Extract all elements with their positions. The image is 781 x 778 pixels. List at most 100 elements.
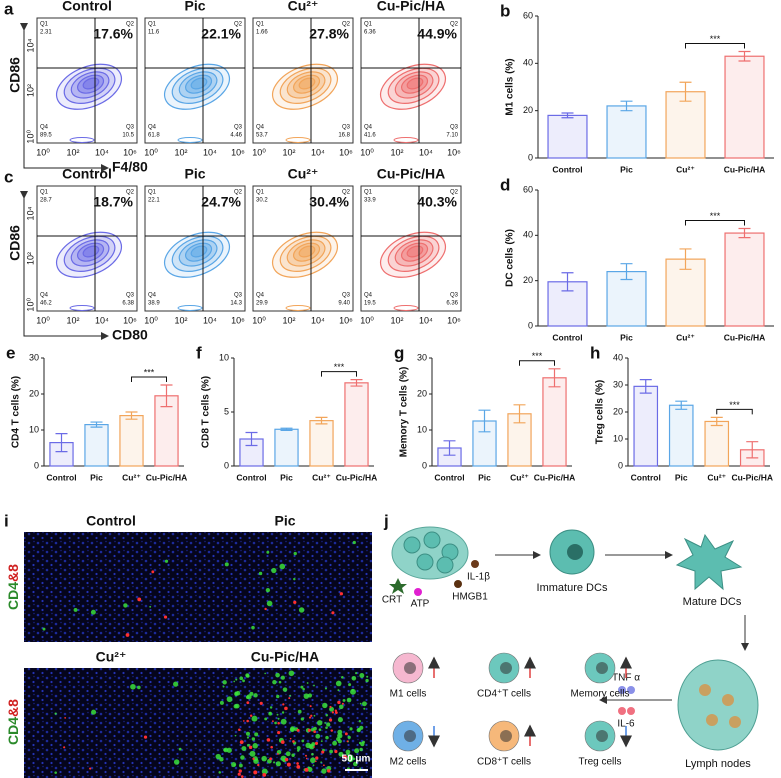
red-signal [293, 600, 297, 605]
red-signal [246, 701, 250, 705]
significance-bracket [131, 376, 167, 382]
cell-label: CD4⁺T cells [477, 689, 531, 700]
x-tick-label: Cu-Pic/HA [336, 472, 378, 482]
quadrant-name: Q1 [364, 190, 373, 196]
error-bar [160, 384, 173, 408]
quadrant-name: Q1 [256, 190, 265, 196]
quadrant-value: 6.36 [446, 301, 458, 307]
y-tick-label: 20 [613, 406, 623, 416]
green-signal [275, 761, 281, 767]
green-signal [240, 755, 245, 760]
quadrant-name: Q4 [364, 125, 373, 131]
green-signal [234, 734, 237, 737]
x-tick-label: 10⁴ [95, 147, 109, 157]
green-signal [354, 748, 360, 754]
green-signal [254, 732, 259, 737]
y-tick-label: 10 [29, 424, 39, 434]
bar [542, 377, 567, 467]
x-tick-label: Pic [90, 472, 103, 482]
green-signal [253, 693, 258, 698]
label: IL-1β [467, 572, 490, 583]
red-signal [246, 719, 249, 723]
x-tick-label: Cu-Pic/HA [146, 472, 188, 482]
y-tick-label: 0 [422, 460, 427, 470]
quadrant-value: 6.38 [122, 301, 134, 307]
red-signal [314, 741, 319, 745]
red-signal [137, 597, 142, 602]
plot-title: Cu²⁺ [288, 166, 319, 182]
significance-bracket [685, 220, 745, 226]
green-signal [219, 700, 224, 705]
red-signal [163, 615, 168, 619]
red-signal [305, 757, 308, 760]
panel-label: i [4, 511, 9, 530]
image-title: Pic [274, 513, 295, 529]
error-bar [443, 440, 456, 456]
y-tick-label: 0 [528, 320, 533, 330]
red-signal [64, 716, 67, 719]
green-signal [246, 743, 250, 747]
quadrant-value: 10.5 [122, 133, 134, 139]
x-tick-label: Pic [478, 472, 491, 482]
red-signal [334, 749, 338, 754]
error-bar [561, 272, 574, 292]
green-signal [137, 685, 141, 690]
red-signal [238, 728, 241, 732]
green-signal [282, 687, 288, 692]
red-signal [304, 767, 309, 772]
red-signal [292, 740, 295, 743]
green-signal [251, 625, 255, 630]
y-tick-label: 20 [29, 388, 39, 398]
green-signal [356, 727, 361, 733]
green-signal [296, 746, 301, 751]
quadrant-percent: 18.7% [93, 194, 133, 210]
green-signal [320, 740, 323, 743]
contour [76, 242, 105, 262]
green-signal [320, 761, 323, 764]
x-tick-label: 10⁰ [252, 147, 266, 157]
red-signal [257, 763, 260, 767]
green-signal [359, 767, 362, 770]
quadrant-percent: 22.1% [201, 26, 241, 42]
green-signal [318, 728, 322, 731]
y-tick-label: 30 [417, 352, 427, 362]
x-tick-label: 10⁰ [144, 147, 158, 157]
contour [184, 74, 213, 94]
axis-label: F4/80 [112, 159, 148, 175]
bar [724, 232, 765, 327]
panel-label: d [500, 175, 510, 194]
significance-label: *** [532, 351, 543, 361]
axis-label: CD86 [7, 225, 23, 261]
error-bar [315, 416, 328, 425]
contour [400, 242, 429, 262]
green-signal [306, 682, 309, 684]
green-signal [289, 727, 295, 733]
y-tick-label: 10² [25, 252, 35, 265]
x-tick-label: Control [46, 472, 76, 482]
quadrant-value: 30.2 [256, 198, 268, 204]
green-signal [307, 693, 313, 698]
quadrant-value: 46.2 [40, 301, 52, 307]
quadrant-value: 38.9 [148, 301, 160, 307]
green-signal [300, 717, 305, 721]
green-signal [310, 727, 315, 732]
nucleus [404, 730, 416, 742]
red-signal [269, 757, 273, 761]
bar [119, 415, 144, 467]
green-signal [280, 675, 285, 680]
error-bar [548, 368, 561, 388]
red-signal [248, 745, 253, 750]
quadrant-name: Q4 [148, 125, 157, 131]
x-tick-label: 10⁰ [36, 315, 50, 325]
green-signal [301, 739, 305, 743]
panel-label: f [196, 343, 202, 362]
bar [606, 105, 647, 159]
quadrant-name: Q3 [450, 125, 459, 131]
green-signal [42, 627, 46, 631]
x-tick-label: 10⁰ [360, 147, 374, 157]
panel-label: g [394, 343, 404, 362]
green-signal [215, 753, 221, 760]
y-tick-label: 60 [523, 184, 533, 194]
x-tick-label: Pic [675, 472, 688, 482]
